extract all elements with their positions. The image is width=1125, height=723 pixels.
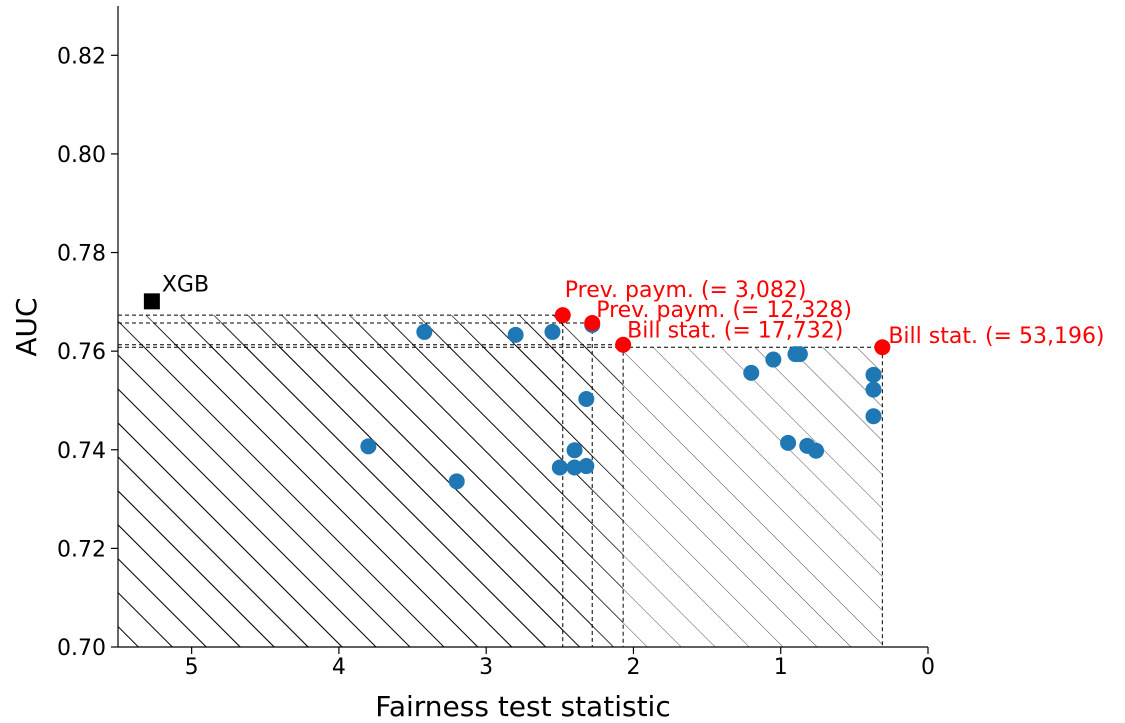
x-tick-label: 1 — [774, 655, 788, 680]
annotations: Prev. paym. (= 3,082)Prev. paym. (= 12,3… — [162, 272, 1105, 349]
data-point — [765, 351, 782, 368]
x-tick-label: 2 — [626, 655, 640, 680]
y-tick-label: 0.76 — [57, 340, 106, 365]
y-tick-label: 0.80 — [57, 143, 106, 168]
highlighted-points — [143, 293, 891, 356]
x-tick-label: 5 — [185, 655, 199, 680]
data-point — [507, 326, 524, 343]
data-point — [780, 434, 797, 451]
highlighted-point-1 — [554, 307, 571, 324]
data-point — [865, 408, 882, 425]
highlighted-label-2: Prev. paym. (= 12,328) — [596, 298, 852, 323]
hatch-region-4 — [118, 347, 883, 647]
baseline-label: XGB — [162, 272, 209, 297]
data-point — [865, 366, 882, 383]
data-point — [448, 473, 465, 490]
data-point — [551, 459, 568, 476]
data-point — [416, 323, 433, 340]
x-axis-title: Fairness test statistic — [375, 690, 670, 723]
dashed-guide-lines — [118, 314, 883, 647]
y-tick-label: 0.72 — [57, 537, 106, 562]
data-point — [578, 390, 595, 407]
data-point — [743, 364, 760, 381]
data-point — [566, 459, 583, 476]
y-tick-label: 0.74 — [57, 439, 106, 464]
x-tick-label: 0 — [921, 655, 935, 680]
data-point — [360, 438, 377, 455]
y-axis-title: AUC — [10, 297, 43, 356]
highlighted-point-3 — [615, 336, 632, 353]
axes: 5 4 3 2 1 0 0.70 0.72 0.74 0.76 0.78 0.80 0.82 — [57, 6, 935, 680]
data-point — [578, 458, 595, 475]
y-tick-label: 0.82 — [57, 44, 106, 69]
highlighted-point-2 — [584, 315, 601, 332]
data-point — [566, 442, 583, 459]
data-point — [865, 381, 882, 398]
x-tick-label: 3 — [479, 655, 493, 680]
y-tick-label: 0.70 — [57, 636, 106, 661]
y-tick-label: 0.78 — [57, 242, 106, 267]
highlighted-label-3: Bill stat. (= 17,732) — [627, 319, 843, 344]
data-point — [808, 442, 825, 459]
data-point — [544, 323, 561, 340]
dominated-region-hatching — [118, 315, 883, 647]
highlighted-label-4: Bill stat. (= 53,196) — [888, 324, 1104, 349]
baseline-marker — [143, 293, 160, 310]
highlighted-point-4 — [874, 339, 891, 356]
x-tick-label: 4 — [332, 655, 346, 680]
data-point — [791, 346, 808, 363]
highlighted-label-1: Prev. paym. (= 3,082) — [565, 278, 807, 303]
